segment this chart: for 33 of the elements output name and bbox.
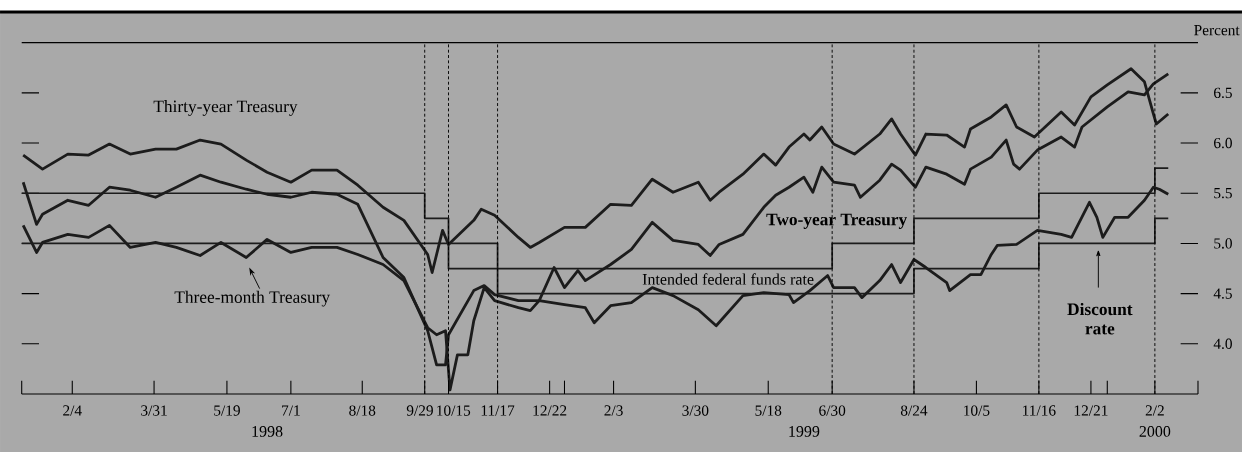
x-tick-label: 12/22 [533,405,567,416]
x-tick-label: 10/5 [964,405,990,416]
x-tick-label: 9/29 [406,405,433,416]
x-tick-label: 3/31 [141,405,167,416]
x-tick-label: 10/15 [437,405,471,416]
x-tick-label: 2/2 [1145,405,1164,416]
text: Three-month Treasury [174,290,331,307]
x-tick-label: 11/16 [1023,405,1056,416]
y-tick-label: 5.0 [1214,238,1232,249]
x-tick-label: 2/4 [63,405,82,416]
x-tick-label: 3/30 [682,405,709,416]
y-tick-label: 4.0 [1213,338,1232,349]
y-tick-label: 6.0 [1214,137,1232,149]
series-label: Thirty-year Treasury [153,100,298,116]
x-tick-label: 6/30 [819,405,846,416]
series-label: Intended federal funds rate [642,273,814,285]
x-tick-label: 5/19 [214,405,240,416]
text: 2000 [1139,426,1171,437]
x-tick-label: 5/18 [755,405,782,416]
x-tick-label: 8/18 [349,405,376,416]
x-tick-label: 12/21 [1074,405,1108,416]
text: 1999 [789,426,820,437]
text: Discount rate [1067,302,1133,335]
x-tick-label: 7/1 [282,405,300,416]
x-tick-label: 8/24 [900,405,928,416]
series-label: Two-year Treasury [766,213,907,229]
text: 1998 [252,426,283,437]
x-tick-label: 2/3 [604,405,623,416]
y-axis-title: Percent [1194,25,1240,36]
y-tick-label: 6.5 [1214,87,1232,99]
x-tick-label: 11/17 [481,405,515,416]
y-tick-label: 5.5 [1214,188,1232,199]
y-tick-label: 4.5 [1213,288,1232,299]
